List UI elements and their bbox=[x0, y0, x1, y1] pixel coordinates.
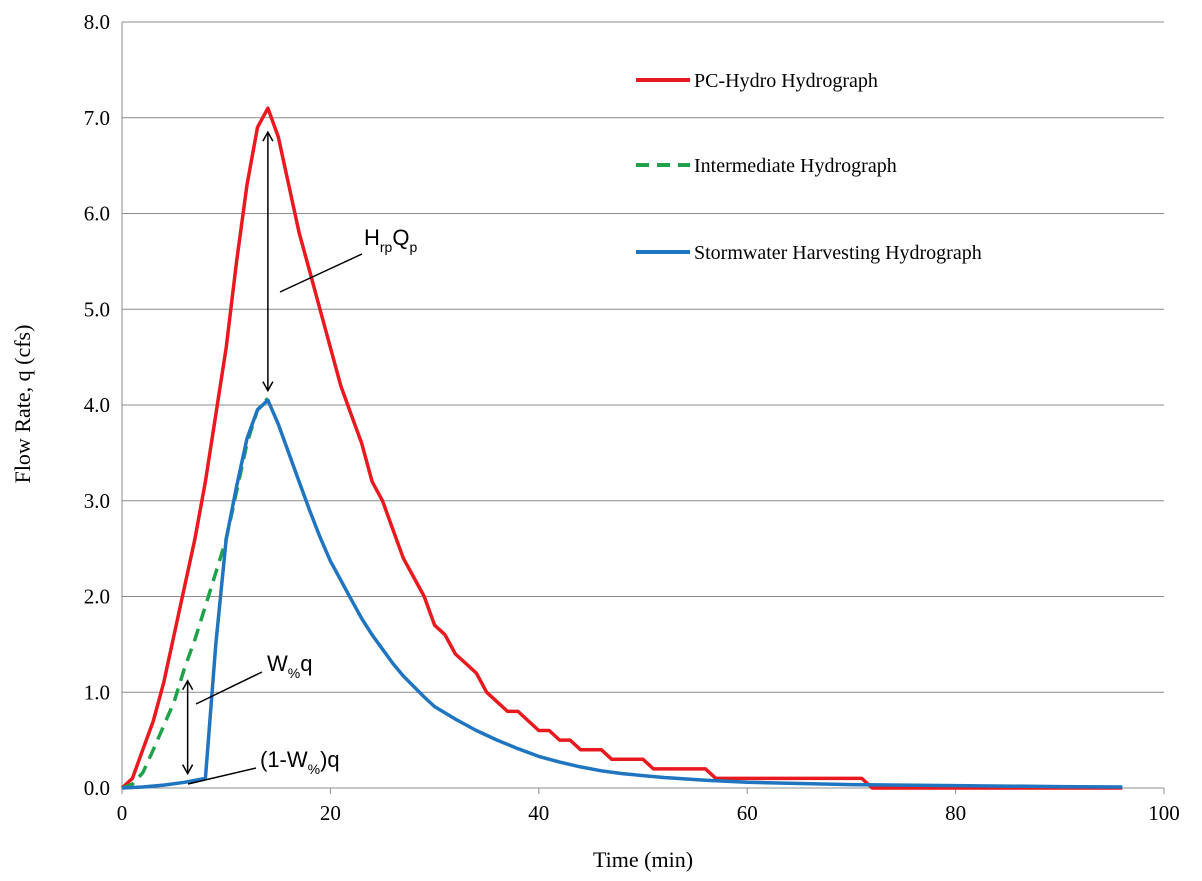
x-tick-label: 80 bbox=[945, 801, 966, 825]
annotation-arrows bbox=[181, 130, 363, 785]
y-tick-label: 7.0 bbox=[84, 106, 110, 130]
legend-label: PC-Hydro Hydrograph bbox=[694, 70, 878, 92]
y-tick-labels: 0.0 1.0 2.0 3.0 4.0 5.0 6.0 7.0 8.0 bbox=[84, 10, 110, 800]
x-tick-label: 60 bbox=[737, 801, 758, 825]
y-tick-label: 4.0 bbox=[84, 393, 110, 417]
w-percent-q-leader-line bbox=[195, 671, 263, 705]
y-tick-label: 2.0 bbox=[84, 585, 110, 609]
x-tick-label: 100 bbox=[1148, 801, 1180, 825]
y-axis-label: Flow Rate, q (cfs) bbox=[10, 325, 35, 484]
x-tick-labels: 0 20 40 60 80 100 bbox=[117, 801, 1180, 825]
one-minus-w-percent-q-leader-line bbox=[187, 767, 257, 785]
x-tick-label: 0 bbox=[117, 801, 128, 825]
grid-lines bbox=[122, 21, 1164, 693]
legend-label: Intermediate Hydrograph bbox=[694, 155, 897, 177]
series-line-pc-hydro-hydrograph bbox=[120, 106, 1123, 790]
annotation-w-percent-q: W%q bbox=[267, 651, 312, 681]
legend: PC-Hydro Hydrograph Intermediate Hydrogra… bbox=[636, 70, 982, 264]
y-tick-label: 8.0 bbox=[84, 10, 110, 34]
hrp-qp-leader-line bbox=[279, 253, 363, 293]
y-tick-label: 3.0 bbox=[84, 489, 110, 513]
annotation-one-minus-w-percent-q: (1-W%)q bbox=[260, 747, 340, 777]
y-tick-label: 1.0 bbox=[84, 680, 110, 704]
data-series bbox=[120, 106, 1123, 790]
y-tick-label: 0.0 bbox=[84, 776, 110, 800]
y-tick-label: 6.0 bbox=[84, 202, 110, 226]
series-line-stormwater-harvesting-hydrograph bbox=[121, 398, 1123, 790]
x-tick-label: 20 bbox=[320, 801, 341, 825]
series-line-intermediate-hydrograph bbox=[121, 397, 270, 790]
y-tick-label: 5.0 bbox=[84, 297, 110, 321]
legend-label: Stormwater Harvesting Hydrograph bbox=[694, 242, 982, 264]
x-axis-label: Time (min) bbox=[593, 847, 693, 872]
x-tick-label: 40 bbox=[528, 801, 549, 825]
annotation-hrp-qp: HrpQp bbox=[364, 225, 417, 255]
